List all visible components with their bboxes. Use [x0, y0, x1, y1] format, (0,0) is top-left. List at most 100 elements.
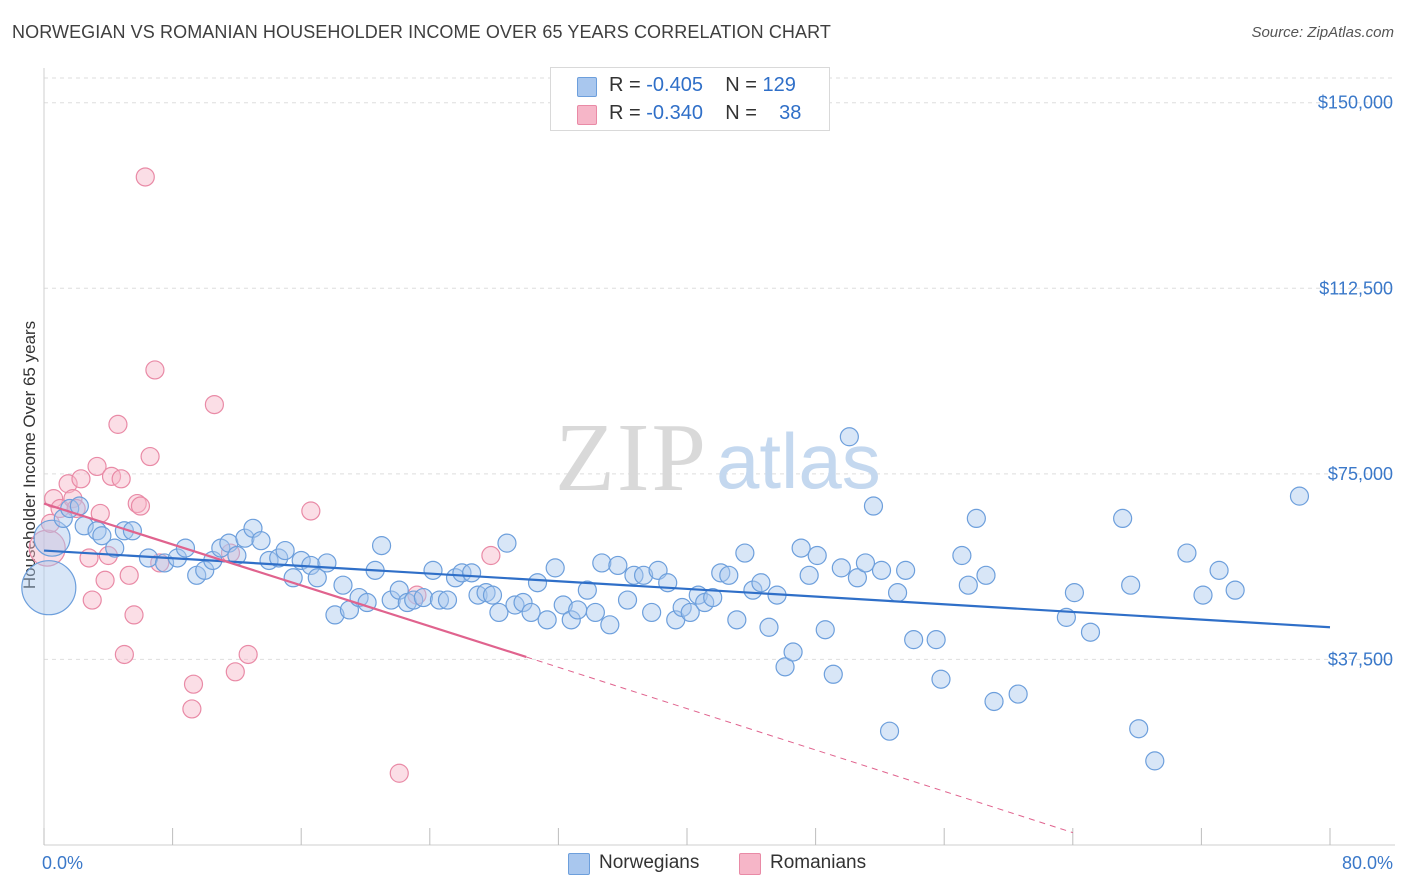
norwegian-point [896, 560, 916, 580]
norwegian-point [497, 533, 517, 553]
norwegian-point [711, 563, 731, 583]
norwegian-point [855, 553, 876, 573]
romanian-point [130, 496, 151, 516]
norwegian-point [92, 526, 112, 546]
romanian-point [182, 699, 202, 719]
romanian-point [145, 360, 165, 380]
romanian-point [183, 674, 204, 694]
romanian-point [28, 529, 66, 567]
romanian-point [79, 548, 99, 568]
y-tick-label: $75,000 [1328, 464, 1393, 484]
norwegian-point [823, 664, 843, 684]
norwegian-point [1008, 684, 1028, 704]
norwegian-point [452, 563, 472, 583]
norwegian-point [251, 531, 271, 551]
stats-legend: R = -0.405 N = 129 R = -0.340 N = 38 [550, 67, 830, 131]
legend-r-label: R = [609, 102, 647, 124]
romanian-point [58, 474, 78, 494]
legend-swatch-norwegians [577, 77, 597, 97]
norwegian-point [333, 575, 353, 595]
norwegian-point [195, 560, 215, 580]
norwegian-point [527, 573, 548, 593]
norwegian-point [751, 573, 771, 593]
norwegian-point [1225, 580, 1245, 600]
norwegian-point [513, 592, 533, 613]
norwegian-point [553, 595, 573, 615]
x-tick-label: 0.0% [42, 853, 83, 873]
norwegian-point [269, 548, 289, 568]
norwegian-point [489, 602, 509, 623]
romanian-point [108, 414, 128, 434]
norwegian-point [976, 565, 996, 585]
romanian-point [481, 545, 501, 566]
series-norwegians-points [21, 427, 1310, 771]
romanian-point [119, 565, 139, 585]
norwegian-point [468, 585, 488, 605]
norwegian-point [617, 590, 638, 610]
norwegian-point [317, 553, 337, 573]
watermark: ZIP atlas [555, 404, 881, 512]
norwegian-point [871, 560, 892, 580]
x-tick-label: 80.0% [1342, 853, 1393, 873]
watermark-atlas: atlas [716, 417, 881, 505]
romanian-point [95, 570, 115, 590]
norwegian-point [791, 538, 811, 558]
norwegian-point [561, 610, 581, 630]
legend-n-label: N = [725, 74, 763, 96]
norwegian-point [680, 602, 700, 623]
norwegian-point [879, 721, 900, 741]
norwegian-point [642, 602, 662, 623]
norwegian-point [105, 538, 125, 558]
norwegian-point [799, 565, 819, 585]
norwegian-point [608, 555, 628, 576]
norwegian-point [839, 427, 859, 447]
legend-n-value: 129 [762, 74, 796, 96]
norwegian-point [461, 563, 482, 583]
romanian-point [71, 469, 91, 489]
norwegian-point [521, 602, 541, 623]
norwegian-point [958, 575, 978, 595]
series-romanians-points [28, 167, 501, 783]
legend-n-value: 38 [779, 102, 802, 124]
legend-label-norwegians: Norwegians [599, 852, 700, 873]
norwegian-point [863, 496, 884, 516]
romanian-point [225, 662, 245, 682]
norwegian-point [235, 528, 255, 548]
norwegian-point [719, 565, 739, 585]
norwegian-point [381, 590, 401, 610]
norwegian-point [931, 669, 951, 689]
norwegian-point [815, 620, 835, 640]
norwegian-point [926, 630, 946, 650]
norwegian-point [1129, 719, 1149, 739]
romanian-point [140, 446, 160, 467]
romanian-point [114, 644, 134, 665]
norwegian-point [831, 558, 851, 578]
legend-r-value: -0.340 [646, 102, 703, 124]
norwegian-point [482, 585, 503, 605]
y-tick-labels: $37,500 $75,000 $112,500 $150,000 [1318, 93, 1393, 670]
norwegian-point [783, 642, 803, 662]
norwegian-point [1145, 751, 1165, 771]
norwegian-point [952, 545, 972, 566]
norwegian-point [1113, 508, 1133, 529]
trendlines [43, 502, 1331, 834]
norwegian-point [429, 590, 450, 610]
norwegian-point [847, 568, 867, 588]
romanian-point [111, 469, 131, 489]
norwegian-point [633, 565, 654, 585]
norwegian-point [1289, 486, 1310, 506]
romanian-point [204, 394, 224, 415]
norwegian-point [577, 580, 597, 600]
norwegian-point [21, 560, 77, 616]
norwegian-point [1177, 543, 1197, 563]
norwegian-point [537, 610, 557, 630]
norwegian-point [307, 568, 327, 588]
watermark-zip: ZIP [555, 404, 708, 512]
romanian-point [135, 167, 155, 187]
norwegian-point [585, 602, 605, 623]
norwegian-point [966, 508, 986, 529]
norwegian-point [1080, 622, 1101, 642]
romanian-point [238, 644, 258, 665]
norwegian-point [775, 657, 795, 677]
